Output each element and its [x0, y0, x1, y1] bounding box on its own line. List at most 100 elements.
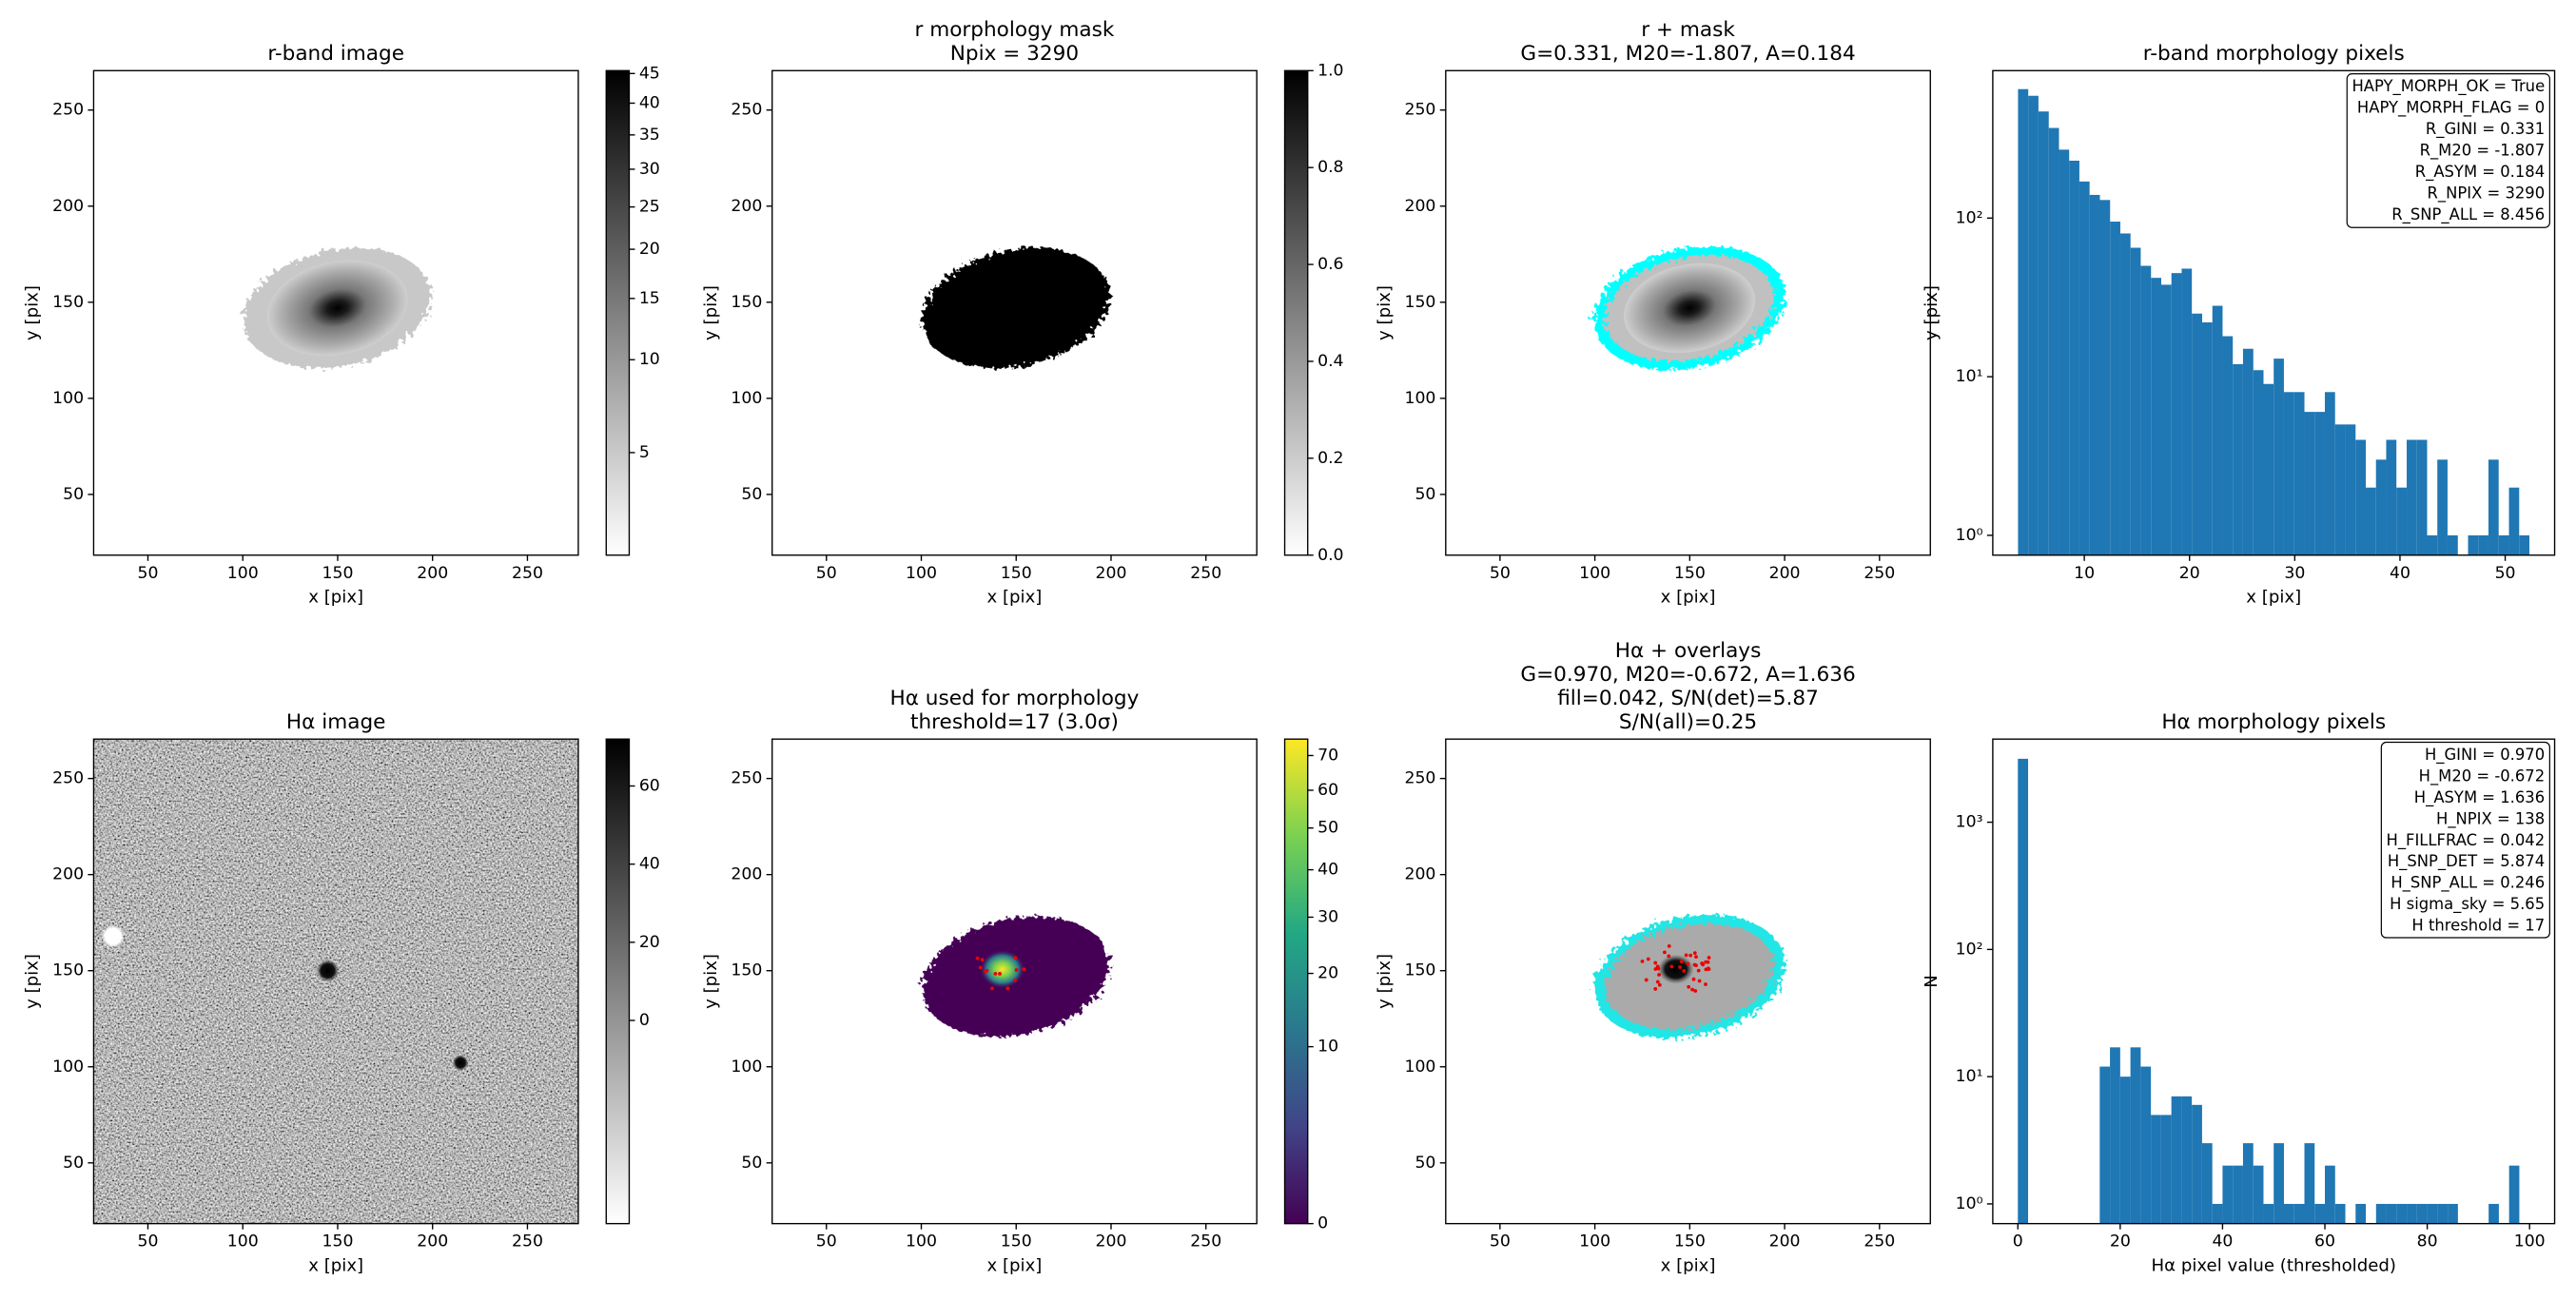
annotation-line: R_NPIX = 3290 [2428, 184, 2546, 203]
hist-bar [2304, 412, 2315, 555]
x-axis-label: x [pix] [2246, 588, 2301, 608]
panel: 50 100 150 200 250 50 100 150 200 250 r + maskG=0.… [1375, 18, 1931, 608]
x-tick-label: 200 [417, 1232, 448, 1251]
hist-bar [2283, 392, 2294, 555]
y-axis-label: y [pix] [701, 285, 721, 340]
red-pixel [978, 965, 983, 970]
hist-bar [2355, 439, 2367, 555]
hist-bar [2078, 181, 2090, 555]
plot-area [922, 916, 1110, 1038]
red-pixel [1667, 943, 1671, 948]
x-tick-label: 50 [1490, 1232, 1511, 1251]
red-pixel [1679, 960, 1684, 964]
annotation-line: HAPY_MORPH_OK = True [2352, 77, 2545, 96]
annotation-line: H_SNP_DET = 5.874 [2388, 852, 2545, 871]
red-pixel [1701, 962, 1706, 967]
x-tick-label: 150 [1674, 1232, 1706, 1251]
panel-title: G=0.970, M20=-0.672, A=1.636 [1520, 663, 1855, 687]
hist-bar [2314, 1203, 2326, 1224]
x-tick-label: 50 [138, 1232, 159, 1251]
annotation-line: R_GINI = 0.331 [2426, 120, 2545, 139]
panel-title: Npix = 3290 [950, 42, 1079, 66]
red-pixel [1706, 960, 1710, 964]
y-tick-label: 150 [1404, 961, 1435, 980]
x-tick-label: 100 [1579, 564, 1610, 583]
red-pixel [1663, 950, 1667, 955]
annotation-line: H_GINI = 0.970 [2425, 746, 2545, 765]
mask [922, 247, 1110, 369]
hist-bar [2488, 1203, 2499, 1224]
red-pixel [1669, 964, 1674, 969]
annotation-frame [2380, 741, 2550, 939]
colorbar [1283, 69, 1309, 556]
panel: 10 20 30 40 50 10⁰ 10¹ 10² r-band morphology pix… [1922, 42, 2556, 608]
red-pixel [1687, 984, 1691, 989]
colorbar-tick-label: 30 [639, 160, 660, 179]
x-axis-label: x [pix] [986, 1256, 1042, 1276]
hist-bar [2192, 313, 2203, 555]
annotation-box: HAPY_MORPH_OK = True HAPY_MORPH_FLAG = 0 R… [2346, 72, 2550, 228]
hist-bar [2212, 1203, 2223, 1224]
hist-bar [2181, 1096, 2193, 1224]
hist-bar [2233, 1165, 2243, 1224]
hist-bar [2160, 284, 2172, 555]
galaxy-core [1624, 262, 1756, 354]
hist-bar [2181, 268, 2193, 555]
axes-frame [1992, 69, 2556, 556]
hist-bar [2048, 127, 2059, 555]
y-tick-label: 100 [52, 389, 84, 408]
panel-title: r-band morphology pixels [2143, 42, 2405, 66]
y-tick-label: 10³ [1956, 813, 1983, 832]
hist-bar [2151, 278, 2161, 555]
red-pixel [990, 986, 994, 991]
red-pixel [1678, 965, 1683, 969]
y-tick-label: 50 [741, 1154, 762, 1173]
hist-bar [2314, 412, 2325, 555]
colorbar-tick-label: 10 [1317, 1038, 1338, 1057]
red-pixel [1013, 978, 1017, 982]
x-tick-label: 30 [2284, 564, 2305, 583]
noise-image [93, 739, 578, 1224]
hist-bar [2151, 1115, 2161, 1224]
hist-bar [2171, 273, 2182, 555]
red-pixel [1691, 977, 1696, 981]
hist-bar [2263, 383, 2274, 555]
annotation-line: H_FILLFRAC = 0.042 [2387, 831, 2546, 850]
x-tick-label: 250 [1190, 1232, 1221, 1251]
x-tick-label: 50 [2495, 564, 2516, 583]
y-tick-label: 100 [731, 389, 762, 408]
y-tick-label: 200 [52, 197, 84, 216]
red-pixel [1706, 966, 1710, 971]
hist-bar [2488, 459, 2499, 555]
colorbar-tick-label: 25 [639, 198, 660, 217]
panel-title: G=0.331, M20=-1.807, A=0.184 [1520, 42, 1855, 66]
x-tick-label: 0 [2013, 1232, 2023, 1251]
hist-bar [2468, 534, 2479, 555]
y-axis-label: y [pix] [23, 285, 43, 340]
red-pixel [1014, 968, 1019, 972]
hist-bar [2119, 1077, 2131, 1224]
y-tick-label: 150 [52, 293, 84, 312]
hist-bar [2508, 1165, 2520, 1224]
annotation-line: R_SNP_ALL = 8.456 [2391, 205, 2545, 224]
panel-title: Hα + overlays [1615, 639, 1762, 663]
hist-bar [2089, 194, 2100, 555]
source [452, 1054, 469, 1072]
y-axis-label: y [pix] [701, 954, 721, 1009]
y-tick-label: 250 [52, 769, 84, 788]
x-tick-label: 200 [1769, 1232, 1801, 1251]
red-pixel [993, 972, 998, 976]
hist-bar [2171, 1096, 2182, 1224]
annotation-line: H threshold = 17 [2411, 917, 2545, 935]
x-tick-label: 50 [1490, 564, 1511, 583]
hist-bar [2386, 1203, 2397, 1224]
hist-bar [2242, 1143, 2254, 1224]
x-tick-label: 100 [906, 1232, 937, 1251]
hist-bar [2274, 1143, 2284, 1224]
hist-bar [2508, 487, 2520, 555]
red-pixel [1692, 951, 1697, 956]
x-tick-label: 100 [227, 564, 259, 583]
